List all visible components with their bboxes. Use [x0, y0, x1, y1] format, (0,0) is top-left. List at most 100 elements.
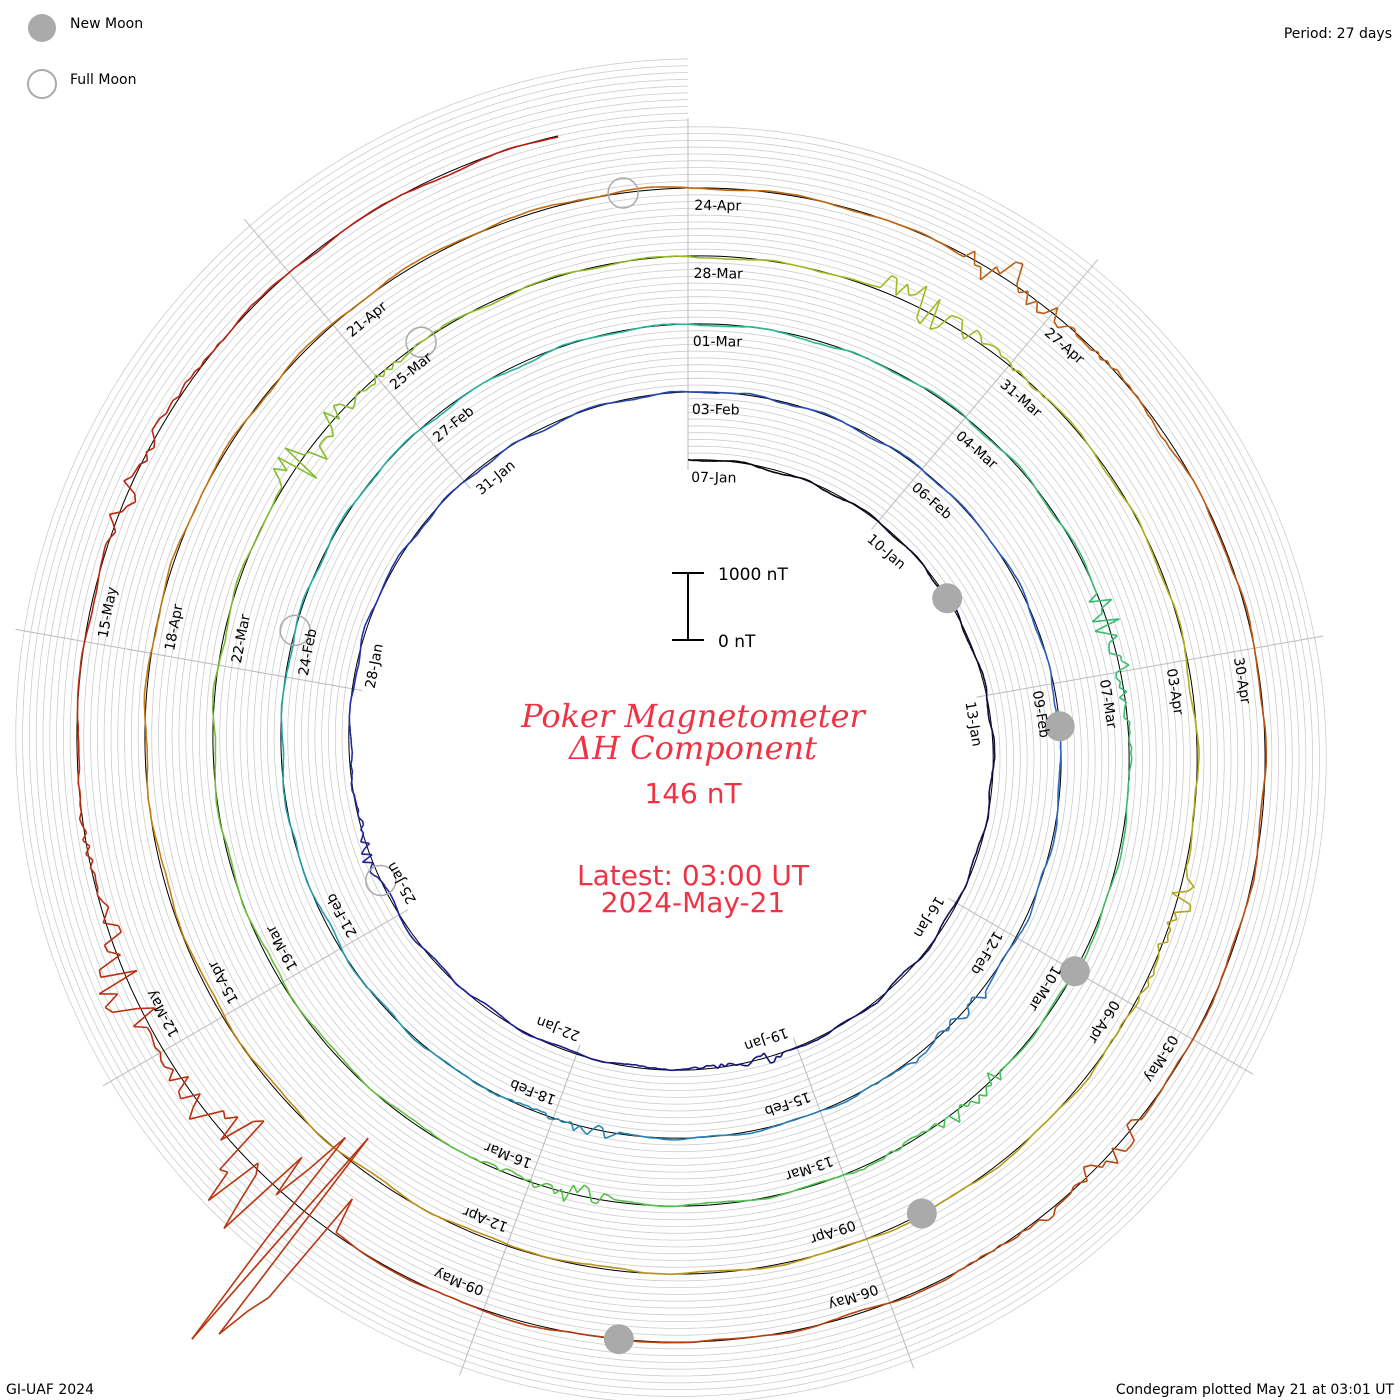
trace-segment [215, 670, 219, 677]
trace-segment [534, 432, 540, 436]
trace-segment [1111, 1147, 1126, 1153]
trace-segment [403, 924, 407, 930]
trace-segment [1021, 1044, 1027, 1050]
trace-segment [533, 207, 541, 211]
trace-segment [309, 1022, 315, 1027]
trace-segment [976, 661, 980, 665]
trace-segment [349, 736, 352, 741]
trace-segment [1231, 570, 1236, 578]
trace-segment [95, 585, 99, 594]
trace-segment [1120, 655, 1123, 662]
trace-segment [314, 898, 319, 904]
trace-segment [984, 684, 988, 689]
trace-segment [323, 241, 330, 248]
trace-segment [330, 926, 335, 932]
trace-segment [894, 537, 899, 542]
trace-segment [326, 918, 331, 924]
trace-segment [625, 259, 632, 263]
trace-segment [168, 400, 174, 408]
trace-segment [149, 646, 154, 654]
trace-segment [515, 1321, 524, 1325]
trace-segment [1026, 475, 1032, 481]
trace-segment [1040, 496, 1046, 502]
trace-segment [254, 1061, 261, 1068]
trace-segment [719, 1200, 726, 1204]
trace-segment [1147, 978, 1150, 987]
trace-segment [361, 853, 373, 856]
trace-segment [681, 1272, 689, 1275]
trace-segment [1261, 707, 1264, 715]
trace-segment [263, 1071, 269, 1077]
trace-segment [469, 1078, 475, 1083]
trace-segment [1185, 860, 1190, 867]
trace-segment [1194, 724, 1198, 731]
trace-segment [333, 403, 341, 407]
trace-segment [701, 1339, 709, 1342]
trace-segment [264, 947, 270, 954]
trace-segment [403, 264, 410, 270]
trace-segment [1010, 1056, 1016, 1061]
trace-segment [577, 1332, 585, 1336]
trace-segment [899, 223, 906, 228]
trace-segment [1114, 1030, 1120, 1037]
trace-segment [1000, 355, 1008, 360]
trace-segment [451, 1146, 457, 1151]
trace-segment [1051, 843, 1055, 849]
trace-segment [1088, 944, 1092, 950]
trace-segment [804, 338, 811, 343]
trace-segment [988, 719, 991, 724]
trace-segment [215, 998, 220, 1005]
trace-segment [910, 550, 915, 555]
trace-segment [565, 200, 573, 204]
trace-segment [454, 1068, 460, 1072]
trace-segment [354, 971, 359, 977]
trace-segment [515, 288, 522, 293]
trace-segment [943, 917, 947, 922]
trace-segment [857, 280, 864, 284]
trace-segment [891, 1070, 896, 1076]
trace-segment [876, 1080, 881, 1085]
trace-segment [961, 1016, 968, 1020]
trace-segment [361, 820, 365, 826]
trace-segment [841, 1101, 846, 1105]
trace-segment [340, 1151, 347, 1157]
trace-segment [464, 989, 468, 994]
trace-segment [448, 171, 456, 176]
trace-segment [720, 1063, 726, 1068]
trace-segment [523, 436, 528, 440]
trace-segment [492, 1008, 497, 1013]
trace-segment [275, 966, 280, 973]
trace-segment [180, 1093, 201, 1100]
trace-segment [845, 1099, 850, 1103]
trace-segment [650, 1204, 657, 1207]
trace-segment [1138, 521, 1143, 528]
trace-segment [414, 940, 419, 945]
trace-segment [515, 439, 521, 443]
trace-segment [277, 456, 318, 480]
trace-segment [937, 930, 941, 935]
trace-segment [782, 1192, 789, 1196]
trace-segment [1029, 1132, 1036, 1138]
trace-segment [962, 886, 966, 891]
trace-segment [355, 669, 359, 674]
trace-segment [285, 809, 289, 815]
day-spoke [948, 897, 1254, 1075]
trace-segment [1105, 472, 1111, 479]
trace-segment [634, 397, 640, 401]
trace-segment [411, 1201, 418, 1206]
trace-segment [1003, 952, 1008, 957]
trace-segment [1018, 1048, 1024, 1054]
trace-segment [555, 1044, 560, 1047]
trace-segment [994, 444, 1000, 449]
trace-segment [887, 1073, 893, 1078]
trace-segment [771, 329, 777, 333]
date-label: 18-Apr [162, 603, 186, 652]
trace-segment [440, 965, 444, 969]
trace-segment [432, 417, 438, 422]
trace-segment [216, 665, 220, 671]
trace-segment [836, 1103, 842, 1107]
trace-segment [1223, 965, 1228, 973]
trace-segment [1155, 957, 1160, 964]
trace-segment [650, 394, 656, 397]
trace-segment [1041, 868, 1046, 873]
